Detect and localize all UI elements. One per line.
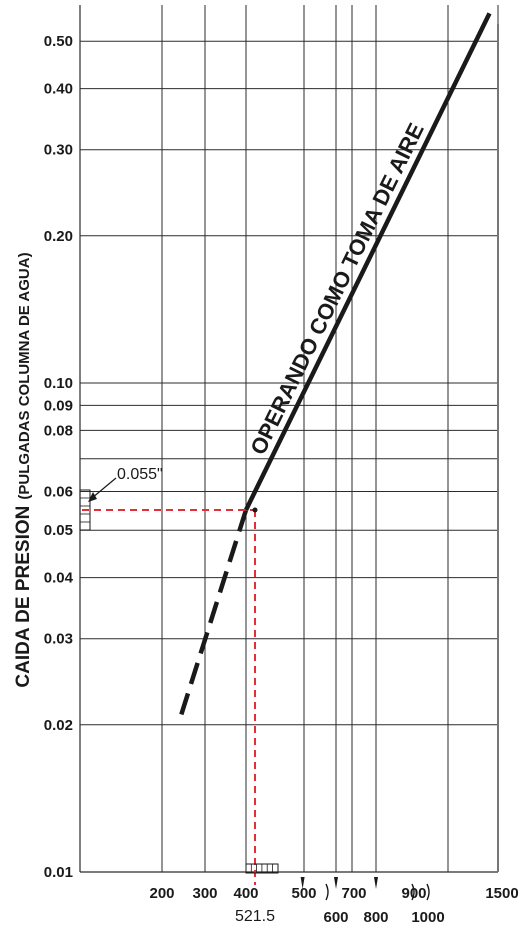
x-tick-label: 200 [149, 885, 174, 902]
highlight-layer: 0.055" 521.5 [79, 466, 279, 925]
y-tick-label: 0.40 [44, 81, 73, 98]
x-tick-label: 600 [323, 909, 348, 926]
value-annotation: 0.055" [117, 466, 163, 483]
x-tick-label: 1000 [411, 909, 444, 926]
value-arrow-head [88, 492, 97, 502]
x-tick-label: 1500 [485, 885, 518, 902]
y-tick-label: 0.30 [44, 142, 73, 159]
y-tick-label: 0.09 [44, 397, 73, 414]
y-axis-title: CAIDA DE PRESION (PULGADAS COLUMNA DE AGU… [13, 252, 34, 687]
x-label-divider [426, 883, 430, 901]
intersection-dot [252, 507, 258, 513]
x-minor-tick-marker [374, 877, 378, 889]
x-label-divider [411, 883, 415, 901]
series-line-dashed [179, 509, 249, 716]
y-tick-label: 0.04 [44, 570, 74, 587]
y-tick-label: 0.10 [44, 375, 73, 392]
y-scale-box [79, 489, 91, 531]
series-label: OPERANDO COMO TOMA DE AIRE [245, 119, 429, 459]
value-arrow-line [91, 477, 117, 499]
x-tick-label: 400 [233, 885, 258, 902]
x-label-divider [325, 883, 329, 901]
y-tick-label: 0.50 [44, 33, 73, 50]
x-minor-tick-marker [300, 877, 305, 889]
y-axis-title-main: CAIDA DE PRESION [13, 506, 34, 688]
y-tick-labels: 0.50 0.40 0.30 0.20 0.10 0.09 0.08 0.06 0.05 0.04… [44, 33, 74, 881]
series-layer: OPERANDO COMO TOMA DE AIRE [179, 12, 492, 716]
y-tick-label: 0.08 [44, 422, 73, 439]
y-tick-label: 0.20 [44, 228, 73, 245]
y-tick-label: 0.06 [44, 483, 73, 500]
x-tick-label: 700 [341, 885, 366, 902]
y-tick-label: 0.03 [44, 631, 73, 648]
x-value-annotation: 521.5 [235, 908, 275, 925]
series-line-solid [243, 12, 492, 511]
y-tick-label: 0.01 [44, 864, 73, 881]
y-tick-label: 0.02 [44, 717, 73, 734]
x-tick-label: 800 [363, 909, 388, 926]
x-tick-label: 300 [192, 885, 217, 902]
x-tick-label: 500 [291, 885, 316, 902]
y-tick-label: 0.05 [44, 522, 73, 539]
x-minor-tick-marker [334, 877, 338, 889]
grid [80, 5, 499, 873]
plot-frame [79, 5, 499, 873]
y-axis-title-sub: (PULGADAS COLUMNA DE AGUA) [16, 252, 33, 499]
